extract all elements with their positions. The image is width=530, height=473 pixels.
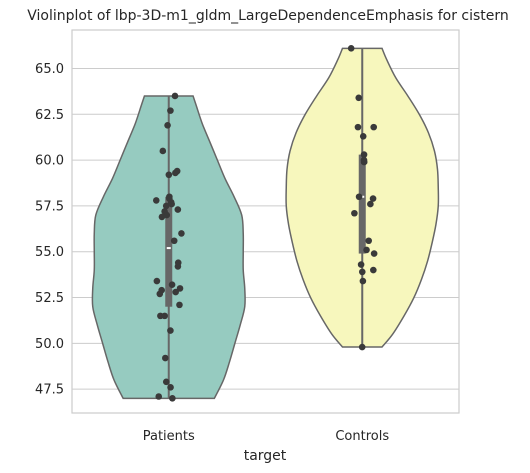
data-point [174,206,182,213]
data-point [176,285,184,292]
data-point [360,158,368,166]
chart-title: Violinplot of lbp-3D-m1_gldm_LargeDepend… [27,8,509,24]
data-point [347,45,355,52]
data-point [170,237,178,245]
data-point [159,147,167,155]
data-point [171,92,179,100]
data-point [370,266,377,274]
data-point [359,277,367,285]
data-point [369,195,377,202]
data-point [172,169,179,177]
data-point [178,230,185,237]
violins [91,47,440,400]
data-point [168,281,176,289]
x-tick-label: Controls [335,429,389,444]
x-axis-ticks: Patients Controls [143,429,390,444]
data-points [152,45,378,402]
data-point [360,151,368,158]
data-point [168,200,175,208]
data-point [167,107,174,114]
iqr-box-controls [358,154,366,254]
y-tick-label: 57.5 [35,199,64,214]
data-point [351,209,358,217]
data-point [167,327,174,334]
data-point [161,312,168,320]
y-tick-label: 60.0 [35,154,64,169]
data-point [367,200,374,208]
data-point [354,123,362,131]
data-point [172,288,179,296]
data-point [358,343,366,351]
data-point [162,378,170,386]
y-tick-label: 62.5 [35,108,64,123]
y-tick-label: 50.0 [35,337,64,352]
data-point [174,263,182,270]
median-mark-patients [166,247,171,250]
x-axis-label: target [244,448,287,464]
data-point [156,290,164,298]
data-point [167,384,174,391]
data-point [370,250,378,257]
y-tick-label: 47.5 [35,383,64,398]
data-point [158,213,166,221]
data-point [162,202,170,210]
y-tick-label: 52.5 [35,291,64,306]
data-point [164,121,171,129]
data-point [169,395,176,402]
data-point [355,94,363,102]
data-point [355,193,363,201]
data-point [365,237,373,245]
data-point [363,246,370,254]
y-axis-ticks: 47.5 50.0 52.5 55.0 57.5 60.0 62.5 65.0 [35,62,64,398]
iqr-box-patients [165,196,173,307]
y-tick-label: 65.0 [35,62,64,77]
data-point [359,132,367,140]
data-point [155,393,163,400]
y-tick-label: 55.0 [35,245,64,260]
data-point [162,354,169,362]
x-tick-label: Patients [143,429,195,444]
data-point [153,277,161,285]
plot-frame [71,29,460,414]
data-point [152,197,160,204]
data-point [358,268,366,276]
data-point [370,123,378,131]
data-point [357,261,365,268]
data-point [165,171,173,179]
data-point [176,301,183,309]
